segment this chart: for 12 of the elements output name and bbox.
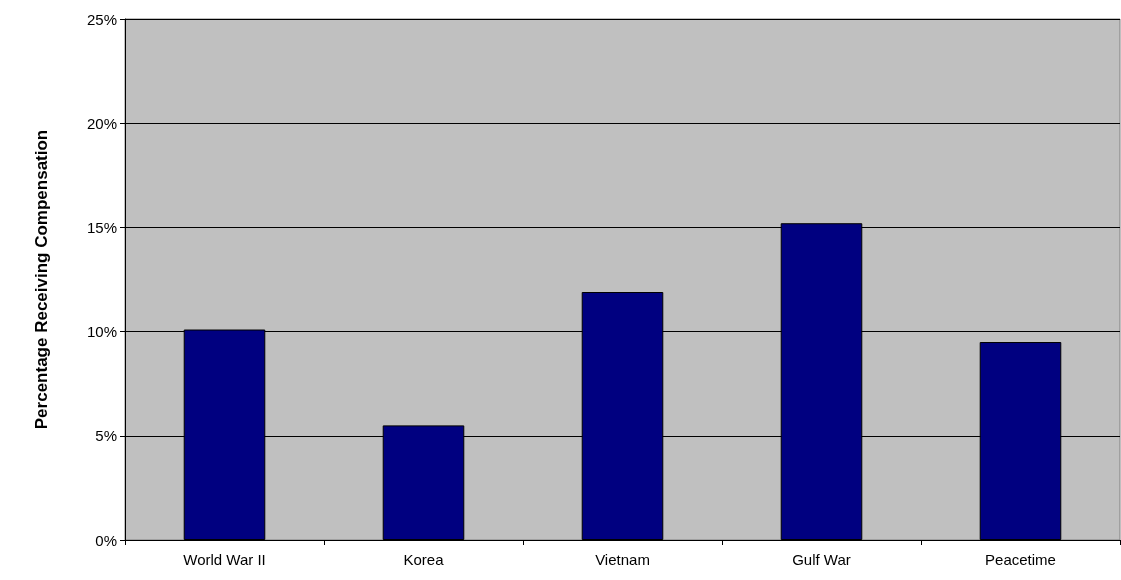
y-tick-label: 25% xyxy=(86,10,117,28)
y-tick-label: 0% xyxy=(95,531,117,549)
x-tick-label: Korea xyxy=(403,551,445,568)
x-tick-label: World War II xyxy=(183,551,266,568)
y-tick-label: 5% xyxy=(95,427,117,445)
y-tick-label: 10% xyxy=(86,323,117,341)
y-tick-label: 20% xyxy=(86,114,117,132)
x-tick-label: Gulf War xyxy=(792,551,851,568)
y-tick-label: 15% xyxy=(86,218,117,236)
y-axis-title: Percentage Receiving Compensation xyxy=(32,129,51,430)
x-tick-label: Vietnam xyxy=(595,551,650,568)
x-tick-label: Peacetime xyxy=(985,551,1056,568)
